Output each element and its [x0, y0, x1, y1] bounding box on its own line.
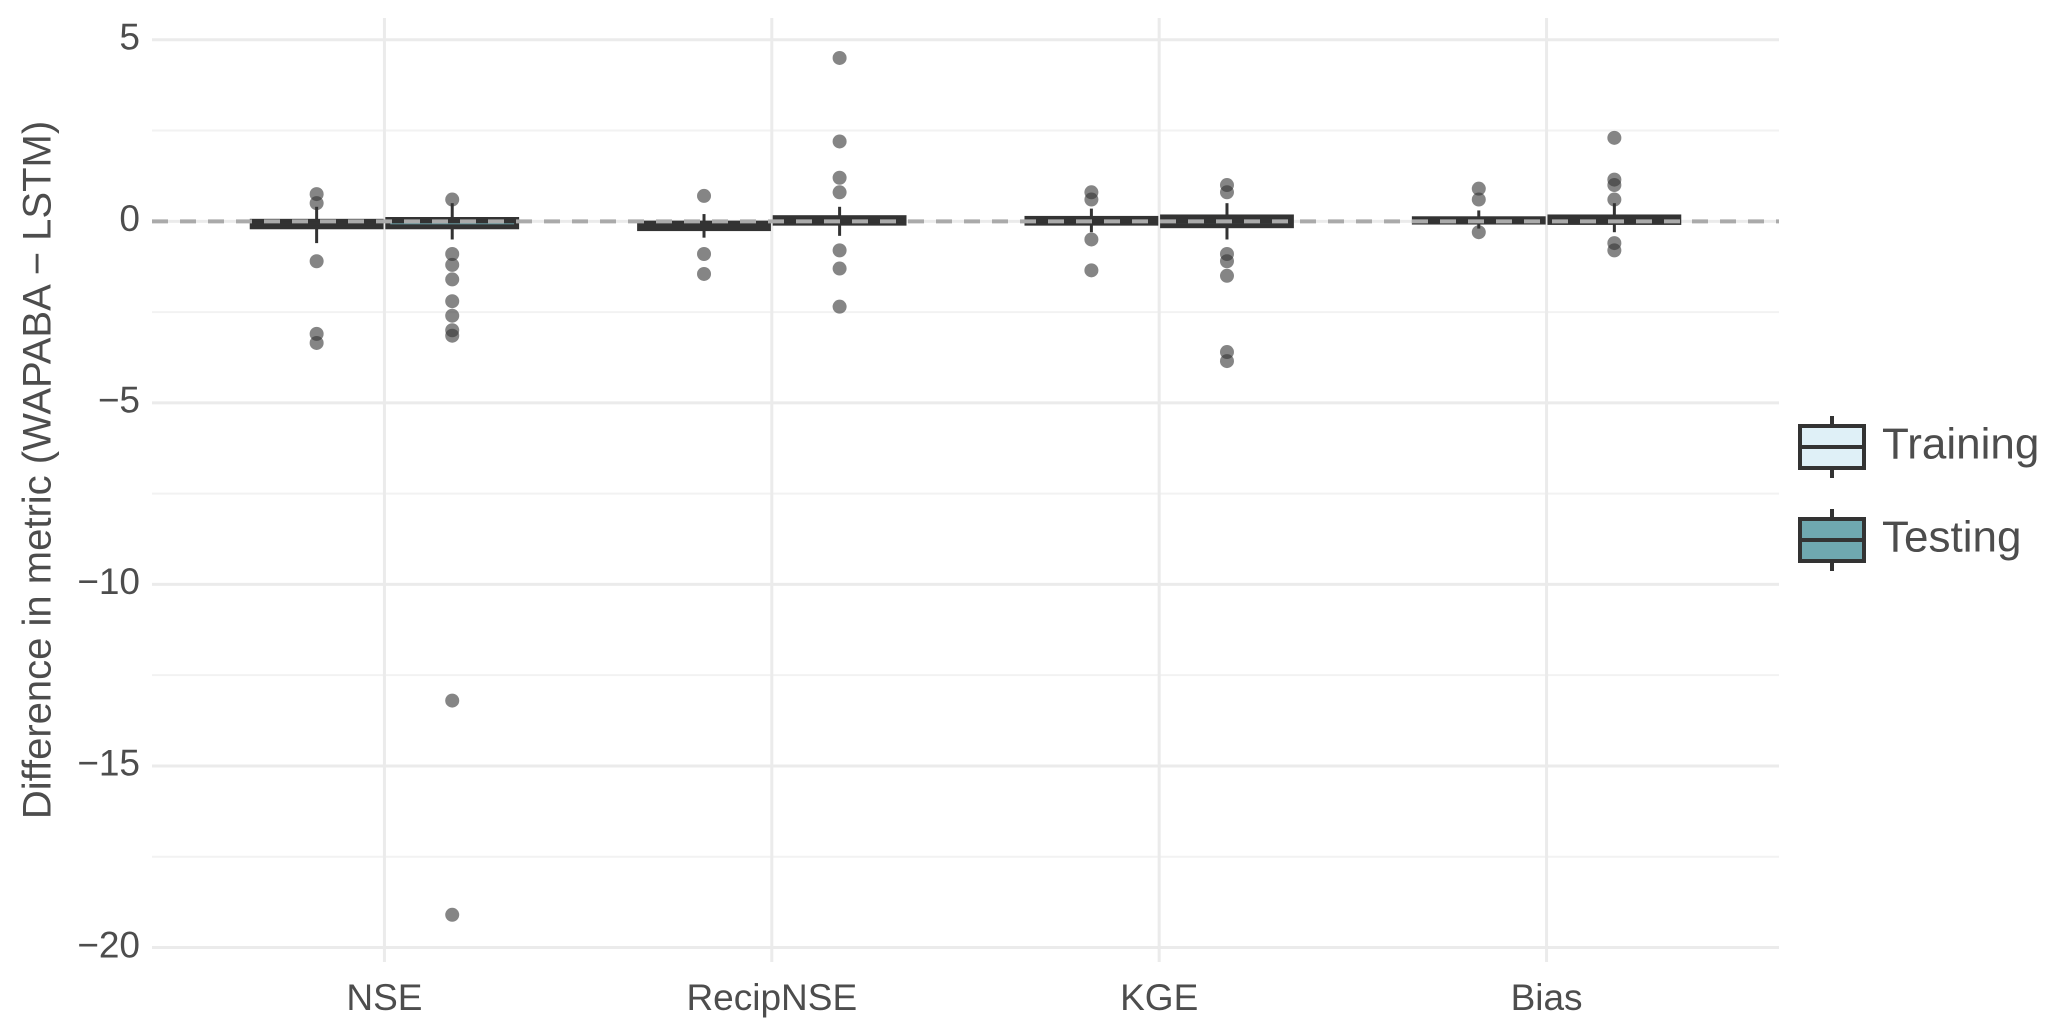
outlier: [1607, 130, 1622, 145]
y-tick-label: −5: [98, 380, 140, 421]
outlier: [1607, 172, 1622, 187]
outlier: [832, 185, 847, 200]
x-tick-label: RecipNSE: [686, 977, 857, 1018]
outlier: [1084, 192, 1099, 207]
outlier: [697, 188, 712, 203]
outlier: [445, 328, 460, 343]
outlier: [309, 335, 324, 350]
outlier: [445, 693, 460, 708]
outlier: [1219, 354, 1234, 369]
outlier: [1607, 192, 1622, 207]
outlier: [1607, 243, 1622, 258]
y-tick-label: 0: [119, 198, 140, 239]
outlier: [1084, 263, 1099, 278]
legend-label: Training: [1882, 420, 2039, 469]
x-tick-label: KGE: [1120, 977, 1198, 1018]
y-tick-label: −10: [77, 561, 140, 602]
outlier: [832, 50, 847, 65]
outlier: [445, 192, 460, 207]
y-tick-label: −20: [77, 924, 140, 965]
legend-label: Testing: [1882, 513, 2021, 562]
outlier: [832, 261, 847, 276]
outlier: [832, 243, 847, 258]
outlier: [697, 266, 712, 281]
outlier: [309, 196, 324, 211]
outlier: [1219, 185, 1234, 200]
outlier: [697, 247, 712, 261]
outlier: [1471, 192, 1486, 207]
outlier: [832, 170, 847, 185]
outlier: [445, 247, 460, 261]
outlier: [1471, 181, 1486, 196]
y-tick-label: 5: [119, 17, 140, 58]
outlier: [445, 272, 460, 287]
outlier: [832, 134, 847, 149]
outlier: [1219, 268, 1234, 283]
outlier: [445, 308, 460, 323]
outlier: [445, 294, 460, 309]
outlier: [309, 254, 324, 269]
x-tick-label: Bias: [1511, 977, 1583, 1018]
outlier: [1219, 254, 1234, 269]
y-axis-title: Difference in metric (WAPABA − LSTM): [16, 121, 60, 819]
outlier: [445, 907, 460, 922]
y-tick-label: −15: [77, 743, 140, 784]
outlier: [832, 299, 847, 314]
outlier: [1084, 232, 1099, 247]
outlier: [1471, 225, 1486, 240]
x-tick-label: NSE: [346, 977, 422, 1018]
outlier: [445, 257, 460, 272]
